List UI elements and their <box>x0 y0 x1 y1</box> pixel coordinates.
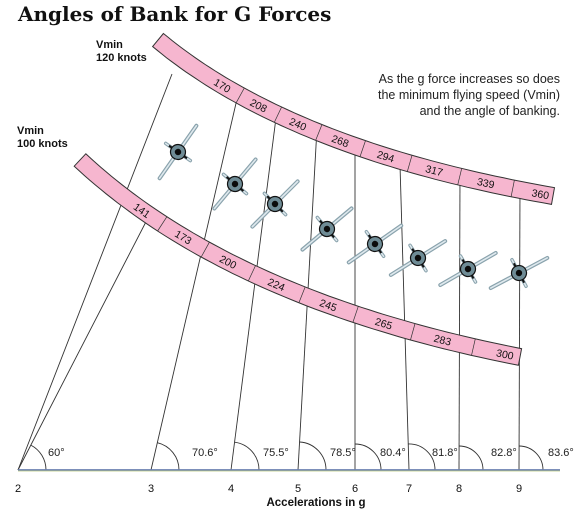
lower-band-speed-value: 283 <box>432 333 452 349</box>
bank-aircraft-icon <box>430 238 506 300</box>
angle-arc <box>519 445 544 471</box>
guide-line <box>518 185 521 471</box>
angle-arc <box>234 441 260 471</box>
upper-band-speed-value: 294 <box>375 149 395 166</box>
acceleration-axis: 60° 70.6° 75.5° 78.5° 80.4° 81.8° 82.8° 83.6° 2 3… <box>15 441 574 509</box>
axis-tick-label: 7 <box>406 483 412 495</box>
bank-angle-label: 78.5° <box>330 447 356 459</box>
axis-tick-label: 3 <box>148 483 154 495</box>
page-title: Angles of Bank for G Forces <box>18 2 332 26</box>
bank-aircraft-icon <box>145 115 211 189</box>
angle-arc <box>299 441 327 471</box>
upper-band-cell-divider <box>273 106 282 123</box>
upper-speed-label: Vmin 120 knots <box>96 39 147 65</box>
angle-arc <box>30 444 47 471</box>
axis-tick-label: 4 <box>228 483 234 495</box>
lower-band-speed-value: 265 <box>373 316 393 333</box>
upper-band-ribbon <box>151 32 556 205</box>
lower-band-speed-value: 245 <box>318 297 339 314</box>
lower-band-cell-divider <box>200 242 210 258</box>
guide-line <box>17 213 151 471</box>
explanation-note: As the g force increases so does the min… <box>377 72 560 118</box>
bank-angle-label: 70.6° <box>192 447 218 459</box>
guide-line <box>458 175 461 471</box>
axis-tick-label: 8 <box>456 483 462 495</box>
upper-speed-label-line1: Vmin <box>96 39 123 51</box>
axis-title: Accelerations in g <box>266 497 365 509</box>
bank-angle-label: 75.5° <box>263 447 289 459</box>
bank-angle-label: 60° <box>48 447 65 459</box>
lower-band-cell-divider <box>247 265 256 282</box>
bank-angle-label: 82.8° <box>491 447 517 459</box>
guide-line <box>17 73 173 471</box>
bank-angle-label: 81.8° <box>432 447 458 459</box>
bank-angle-label: 83.6° <box>548 447 574 459</box>
lower-band-ribbon <box>73 153 523 366</box>
bank-aircraft-icon <box>338 211 412 277</box>
upper-band-speed-value: 268 <box>330 133 351 150</box>
lower-band-speed-value: 300 <box>495 347 515 362</box>
upper-band-speed-value: 339 <box>476 176 496 192</box>
axis-tick-label: 9 <box>516 483 522 495</box>
speed-bands: 1702082402682943173393601411732002242452… <box>73 32 556 366</box>
guide-line <box>150 98 238 471</box>
bank-aircraft-icon <box>290 194 364 264</box>
upper-band-cell-divider <box>510 180 515 197</box>
guide-line <box>399 164 410 471</box>
angle-arc <box>157 442 180 471</box>
guide-line <box>230 109 278 471</box>
upper-band-cell-divider <box>315 124 323 141</box>
upper-band-cell-divider <box>406 155 413 172</box>
lower-speed-label: Vmin 100 knots <box>17 125 68 151</box>
upper-band-cell-divider <box>359 140 366 157</box>
upper-band-cell-divider <box>457 168 463 185</box>
lower-band-cell-divider <box>157 216 168 232</box>
angle-arc <box>354 443 382 471</box>
lower-band-cell-divider <box>352 306 359 323</box>
angle-arc <box>459 445 484 471</box>
lower-band-cell-divider <box>471 338 476 356</box>
lower-band-cell-divider <box>298 286 306 303</box>
upper-speed-label-line2: 120 knots <box>96 52 147 64</box>
upper-band-speed-value: 317 <box>424 163 444 179</box>
lower-speed-label-line2: 100 knots <box>17 138 68 150</box>
axis-tick-label: 2 <box>15 483 21 495</box>
bank-aircraft-icon <box>200 147 270 221</box>
bank-angle-label: 80.4° <box>380 447 406 459</box>
upper-band-speed-value: 360 <box>531 187 551 202</box>
lower-speed-label-line1: Vmin <box>17 125 44 137</box>
angle-arc <box>408 443 436 471</box>
bank-aircraft-icon <box>242 171 308 237</box>
axis-tick-label: 5 <box>295 483 301 495</box>
axis-tick-label: 6 <box>352 483 358 495</box>
lower-band-cell-divider <box>410 323 416 340</box>
upper-band-cell-divider <box>235 87 245 104</box>
bank-aircraft-icon <box>380 226 456 290</box>
